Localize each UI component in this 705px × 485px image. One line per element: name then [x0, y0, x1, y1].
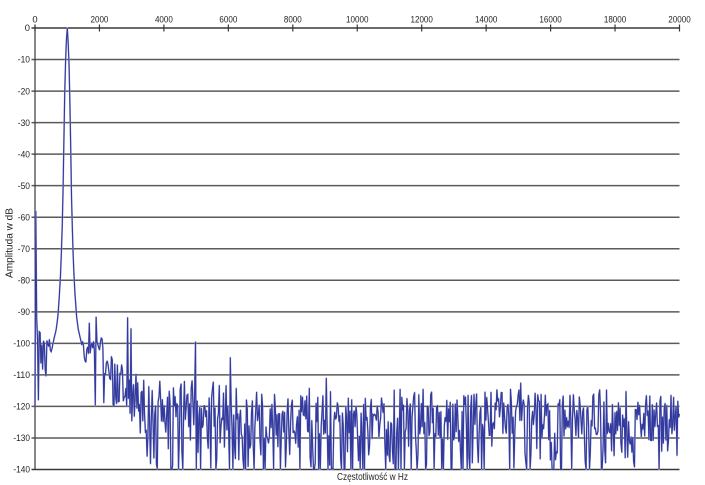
svg-text:10000: 10000 — [346, 14, 368, 25]
svg-text:-30: -30 — [18, 117, 30, 128]
svg-text:-110: -110 — [13, 369, 30, 380]
svg-text:8000: 8000 — [284, 14, 302, 25]
svg-text:-50: -50 — [18, 180, 30, 191]
svg-text:-20: -20 — [18, 85, 30, 96]
svg-text:-100: -100 — [13, 338, 30, 349]
svg-text:-40: -40 — [18, 148, 30, 159]
svg-text:18000: 18000 — [604, 14, 626, 25]
svg-text:-120: -120 — [13, 401, 30, 412]
svg-text:2000: 2000 — [91, 14, 109, 25]
svg-text:-80: -80 — [18, 274, 30, 285]
svg-text:-60: -60 — [18, 211, 30, 222]
svg-text:6000: 6000 — [219, 14, 237, 25]
svg-text:-130: -130 — [13, 432, 30, 443]
svg-text:4000: 4000 — [155, 14, 173, 25]
svg-text:-10: -10 — [18, 54, 30, 65]
svg-text:14000: 14000 — [475, 14, 497, 25]
svg-text:Amplituda w dB: Amplituda w dB — [5, 208, 16, 278]
svg-text:-70: -70 — [18, 243, 30, 254]
svg-text:0: 0 — [25, 22, 30, 33]
svg-text:0: 0 — [32, 14, 37, 25]
svg-text:20000: 20000 — [668, 14, 690, 25]
svg-text:12000: 12000 — [411, 14, 433, 25]
svg-text:-140: -140 — [13, 464, 30, 475]
svg-text:-90: -90 — [18, 306, 30, 317]
svg-text:Częstotliwość w Hz: Częstotliwość w Hz — [337, 472, 408, 483]
svg-text:16000: 16000 — [539, 14, 561, 25]
